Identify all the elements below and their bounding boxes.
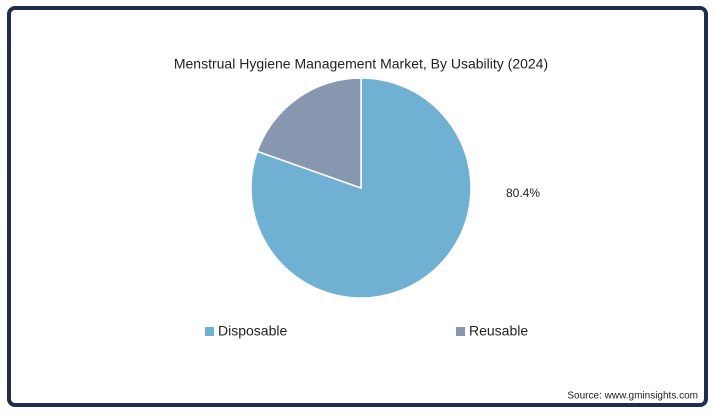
chart-title: Menstrual Hygiene Management Market, By … [174, 56, 548, 72]
data-label: 80.4% [506, 186, 540, 200]
source: Source: www.gminsights.com [567, 391, 698, 402]
legend-swatch [456, 327, 465, 336]
legend-label: Reusable [469, 323, 528, 339]
legend-swatch [205, 327, 214, 336]
pie-slice [256, 77, 362, 190]
legend-label: Disposable [218, 323, 287, 339]
